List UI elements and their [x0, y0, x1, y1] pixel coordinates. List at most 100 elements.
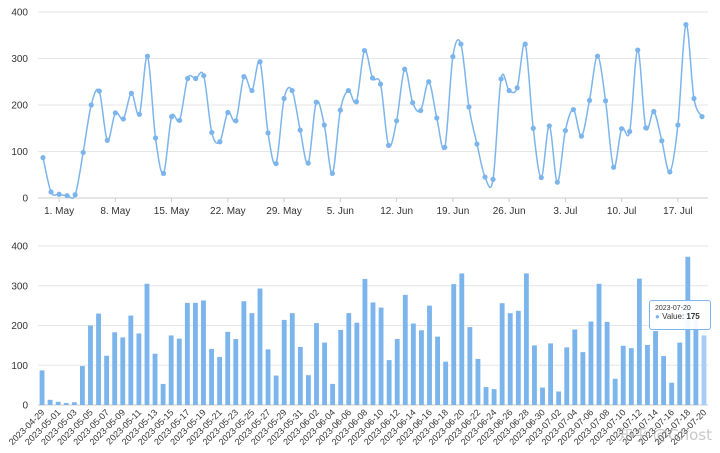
line-data-point[interactable] — [659, 138, 665, 144]
bar[interactable] — [636, 278, 642, 405]
line-data-point[interactable] — [56, 191, 62, 197]
bar[interactable] — [556, 391, 562, 405]
line-data-point[interactable] — [201, 73, 207, 79]
bar[interactable] — [653, 331, 658, 405]
bar[interactable] — [451, 284, 457, 405]
bar[interactable] — [362, 278, 368, 405]
bar[interactable] — [63, 403, 69, 405]
bar[interactable] — [120, 337, 126, 405]
bar[interactable] — [136, 333, 142, 405]
bar[interactable] — [79, 366, 85, 405]
line-data-point[interactable] — [442, 144, 448, 150]
line-data-point[interactable] — [530, 125, 536, 131]
bar[interactable] — [386, 360, 392, 405]
line-data-point[interactable] — [450, 54, 456, 60]
line-data-point[interactable] — [554, 179, 560, 185]
bar[interactable] — [184, 302, 190, 405]
line-data-point[interactable] — [361, 47, 368, 54]
bar[interactable] — [467, 327, 473, 405]
line-data-point[interactable] — [586, 97, 593, 103]
line-data-point[interactable] — [578, 133, 585, 139]
bar[interactable] — [128, 315, 134, 405]
bar[interactable] — [427, 305, 432, 405]
line-data-point[interactable] — [136, 111, 143, 117]
line-data-point[interactable] — [193, 75, 199, 82]
bar[interactable] — [532, 345, 537, 405]
line-data-point[interactable] — [257, 59, 263, 65]
line-data-point[interactable] — [160, 170, 167, 176]
line-data-point[interactable] — [619, 126, 625, 132]
bar[interactable] — [55, 401, 61, 405]
line-data-point[interactable] — [514, 85, 520, 91]
line-data-point[interactable] — [241, 74, 247, 80]
bar[interactable] — [410, 323, 416, 405]
line-data-point[interactable] — [64, 193, 70, 199]
bar[interactable] — [515, 310, 521, 405]
line-data-point[interactable] — [217, 139, 223, 145]
line-data-point[interactable] — [313, 99, 319, 105]
bar[interactable] — [459, 273, 465, 405]
bar[interactable] — [330, 383, 336, 405]
bar[interactable] — [152, 353, 158, 405]
bar[interactable] — [209, 348, 214, 405]
bar[interactable] — [394, 339, 400, 405]
bar[interactable] — [201, 300, 206, 405]
bar[interactable] — [628, 348, 634, 405]
line-data-point[interactable] — [281, 95, 287, 102]
bar[interactable] — [483, 387, 489, 405]
bar[interactable] — [540, 387, 545, 405]
line-data-point[interactable] — [144, 53, 151, 59]
line-data-point[interactable] — [80, 149, 86, 156]
line-data-point[interactable] — [329, 170, 335, 176]
bar[interactable] — [475, 358, 481, 405]
bar[interactable] — [217, 356, 223, 405]
line-data-point[interactable] — [546, 123, 552, 129]
line-data-point[interactable] — [570, 107, 577, 113]
line-data-point[interactable] — [610, 164, 617, 170]
line-data-point[interactable] — [385, 142, 392, 149]
bar[interactable] — [346, 313, 352, 405]
line-data-point[interactable] — [506, 87, 512, 94]
bar[interactable] — [88, 325, 93, 406]
bar[interactable] — [96, 313, 101, 405]
line-data-point[interactable] — [594, 53, 601, 59]
bar[interactable] — [645, 344, 650, 405]
bar[interactable] — [241, 301, 247, 405]
bar[interactable] — [685, 256, 691, 405]
line-data-point[interactable] — [635, 47, 641, 53]
line-data-point[interactable] — [120, 116, 126, 122]
line-data-point[interactable] — [48, 189, 54, 195]
bar[interactable] — [435, 336, 440, 405]
line-data-point[interactable] — [699, 114, 705, 120]
bar[interactable] — [612, 378, 618, 405]
bar[interactable] — [160, 383, 166, 405]
line-data-point[interactable] — [353, 99, 360, 105]
line-data-point[interactable] — [233, 118, 239, 124]
bar[interactable] — [281, 319, 287, 405]
bar[interactable] — [402, 294, 408, 405]
line-data-point[interactable] — [128, 90, 135, 96]
bar[interactable] — [604, 321, 610, 405]
bar[interactable] — [443, 361, 449, 405]
line-data-point[interactable] — [377, 81, 384, 87]
bar[interactable] — [419, 330, 424, 405]
bar[interactable] — [661, 356, 667, 405]
line-data-point[interactable] — [177, 117, 183, 123]
line-data-point[interactable] — [643, 125, 649, 131]
line-data-point[interactable] — [337, 107, 343, 113]
bar[interactable] — [338, 329, 344, 405]
line-data-point[interactable] — [410, 100, 416, 106]
line-data-point[interactable] — [321, 122, 327, 128]
bar[interactable] — [71, 402, 77, 405]
bar[interactable] — [523, 273, 529, 405]
bar[interactable] — [225, 331, 231, 405]
line-data-point[interactable] — [72, 192, 78, 198]
line-data-point[interactable] — [369, 75, 376, 81]
line-data-point[interactable] — [538, 174, 544, 181]
bar[interactable] — [289, 313, 295, 405]
line-data-point[interactable] — [498, 76, 504, 82]
bar[interactable] — [572, 329, 578, 405]
bar[interactable] — [265, 349, 271, 405]
bar[interactable] — [233, 339, 239, 405]
line-data-point[interactable] — [225, 109, 231, 116]
